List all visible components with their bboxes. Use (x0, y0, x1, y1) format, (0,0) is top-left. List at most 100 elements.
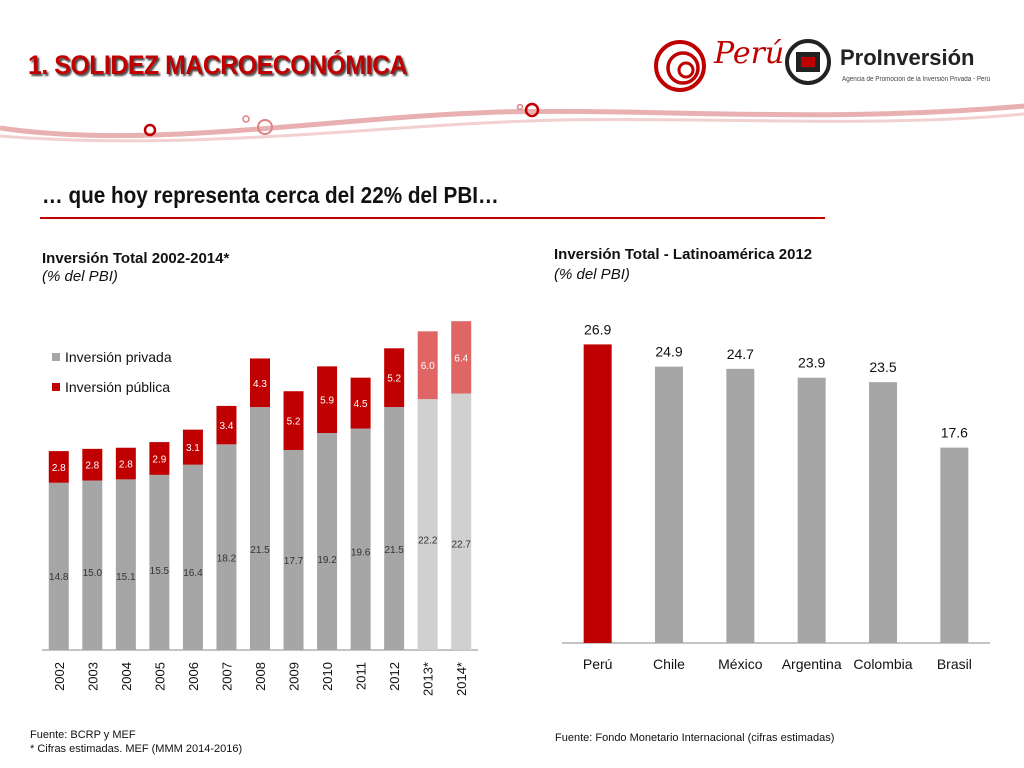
decor-circle (143, 123, 157, 137)
bar-publica-2008 (250, 358, 270, 408)
bar-publica-2003 (82, 448, 103, 481)
value-label-chile: 24.9 (655, 344, 682, 360)
slide-title: 1. SOLIDEZ MACROECONÓMICA (28, 50, 408, 80)
bar-privada-2005 (149, 474, 170, 650)
legend-swatch-publica (52, 383, 60, 391)
bar-privada-2008 (250, 407, 270, 650)
label-publica-2003: 2.8 (85, 461, 99, 472)
bar-colombia (869, 382, 897, 643)
label-privada-2003: 15.0 (83, 568, 103, 579)
bar-publica-2013 (417, 331, 438, 400)
x-tick-label-2012: 2012 (387, 662, 402, 691)
x-tick-label-brasil: Brasil (937, 656, 972, 672)
label-publica-2011: 4.5 (354, 399, 368, 410)
x-tick-label-2005: 2005 (152, 662, 167, 691)
label-privada-2011: 19.6 (351, 547, 371, 558)
decor-circle (242, 115, 250, 123)
label-privada-2002: 14.8 (49, 572, 69, 583)
bar-privada-2003 (82, 480, 103, 650)
label-privada-2006: 16.4 (183, 568, 203, 579)
right-chart-source: Fuente: Fondo Monetario Internacional (c… (555, 732, 835, 744)
bar-publica-2006 (182, 429, 203, 465)
bar-privada-2006 (182, 464, 203, 650)
label-publica-2013: 6.0 (421, 361, 435, 372)
bar-privada-2011 (350, 428, 371, 650)
bar-publica-2007 (216, 405, 237, 445)
x-tick-label-2009: 2009 (287, 662, 302, 691)
label-privada-2014: 22.7 (451, 539, 471, 550)
label-publica-2010: 5.9 (320, 396, 334, 407)
bar-brasil (940, 447, 969, 643)
subtitle-rule (40, 217, 825, 219)
legend-swatch-privada (52, 353, 60, 361)
x-tick-label-2010: 2010 (320, 662, 335, 691)
bar-publica-2011 (350, 377, 371, 429)
left-chart-title: Inversión Total 2002-2014* (42, 250, 230, 267)
value-label-brasil: 17.6 (941, 425, 968, 441)
label-publica-2009: 5.2 (287, 417, 301, 428)
label-privada-2010: 19.2 (317, 555, 337, 566)
left-chart-source: Fuente: BCRP y MEF * Cifras estimadas. M… (30, 728, 242, 756)
bar-privada-2004 (115, 479, 136, 650)
x-tick-label-chile: Chile (653, 656, 685, 672)
logo-peru-text: Perú (714, 36, 785, 71)
legend-item-privada: Inversión privada (52, 342, 172, 372)
label-publica-2006: 3.1 (186, 443, 200, 454)
x-tick-label-2006: 2006 (186, 662, 201, 691)
left-source-line1: Fuente: BCRP y MEF (30, 729, 136, 741)
bar-privada-2002 (48, 482, 69, 650)
label-publica-2002: 2.8 (52, 463, 66, 474)
bar-publica-2002 (48, 451, 69, 483)
decor-circle (257, 119, 273, 135)
header-swoosh (0, 39, 1024, 143)
decor-circle (516, 103, 524, 111)
x-tick-label-perú: Perú (583, 656, 613, 672)
bar-privada-2010 (317, 433, 338, 650)
bar-argentina (797, 377, 826, 643)
bar-publica-2012 (384, 348, 405, 408)
label-privada-2004: 15.1 (116, 572, 136, 583)
bar-publica-2009 (283, 391, 304, 450)
left-source-line2: * Cifras estimadas. MEF (MMM 2014-2016) (30, 743, 243, 755)
x-tick-label-argentina: Argentina (782, 656, 842, 672)
value-label-méxico: 24.7 (727, 346, 754, 362)
label-privada-2007: 18.2 (217, 554, 237, 565)
right-chart-title: Inversión Total - Latinoamérica 2012 (554, 246, 813, 263)
bar-privada-2007 (216, 444, 237, 650)
proinversion-logo-icon (785, 39, 831, 85)
bar-publica-2014 (451, 321, 472, 394)
label-publica-2012: 5.2 (387, 374, 401, 385)
legend-item-publica: Inversión pública (52, 372, 172, 402)
slide-subtitle: … que hoy representa cerca del 22% del P… (42, 182, 499, 208)
bar-privada-2012 (384, 407, 405, 650)
x-tick-label-2002: 2002 (52, 662, 67, 691)
x-tick-label-2003: 2003 (85, 662, 100, 691)
bar-publica-2010 (317, 366, 338, 434)
legend-label-publica: Inversión pública (65, 379, 171, 395)
label-publica-2007: 3.4 (220, 421, 234, 432)
bar-publica-2005 (149, 442, 170, 475)
x-tick-label-2008: 2008 (253, 662, 268, 691)
bar-publica-2004 (115, 447, 136, 480)
logo-proinversion-tagline: Agencia de Promoción de la Inversión Pri… (842, 76, 991, 83)
label-privada-2008: 21.5 (250, 545, 270, 556)
x-tick-label-2004: 2004 (119, 662, 134, 691)
bar-perú (583, 344, 612, 643)
x-tick-label-2013: 2013* (421, 662, 436, 696)
x-tick-label-colombia: Colombia (853, 656, 912, 672)
x-tick-label-méxico: México (718, 656, 763, 672)
value-label-argentina: 23.9 (798, 355, 825, 371)
label-publica-2014: 6.4 (454, 353, 468, 364)
legend-label-privada: Inversión privada (65, 349, 172, 365)
bar-privada-2009 (283, 449, 304, 650)
value-label-colombia: 23.5 (869, 359, 896, 375)
logo-proinversion-name: ProInversión (840, 45, 975, 70)
label-privada-2013: 22.2 (418, 536, 438, 547)
label-publica-2004: 2.8 (119, 460, 133, 471)
x-tick-label-2011: 2011 (354, 662, 369, 690)
label-privada-2005: 15.5 (150, 566, 170, 577)
legend: Inversión privada Inversión pública (52, 342, 172, 402)
decor-circle (524, 102, 540, 118)
x-tick-label-2014: 2014* (454, 662, 469, 696)
